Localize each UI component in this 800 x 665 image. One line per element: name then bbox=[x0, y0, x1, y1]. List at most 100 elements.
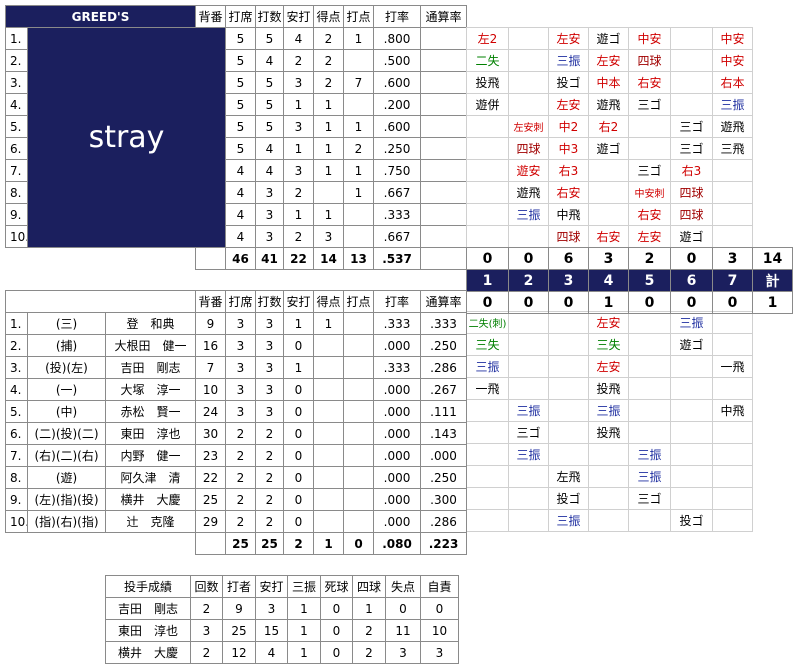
play-result: 遊飛 bbox=[588, 93, 629, 116]
stat-cell: 3 bbox=[255, 312, 284, 335]
row-number: 4. bbox=[5, 93, 28, 116]
play-empty bbox=[670, 487, 713, 510]
play-empty bbox=[466, 181, 509, 204]
runs-bottom: 1 bbox=[752, 291, 793, 314]
stat-cell bbox=[343, 93, 374, 116]
total-cell: 25 bbox=[225, 532, 256, 555]
position: (捕) bbox=[27, 334, 106, 357]
play-empty bbox=[466, 509, 509, 532]
stat-cell: 1 bbox=[313, 312, 344, 335]
column-header: 打点 bbox=[343, 290, 374, 313]
pitching-stat: 0 bbox=[320, 619, 353, 642]
play-empty bbox=[548, 443, 589, 466]
stat-cell: 2 bbox=[313, 71, 344, 94]
pitching-stat: 2 bbox=[190, 641, 223, 664]
play-empty bbox=[548, 333, 589, 356]
play-empty bbox=[588, 443, 629, 466]
play-result: 三振 bbox=[628, 465, 671, 488]
row-number: 10. bbox=[5, 510, 28, 533]
total-cell: 14 bbox=[313, 247, 344, 270]
play-result: 左安 bbox=[548, 93, 589, 116]
play-result: 遊ゴ bbox=[670, 333, 713, 356]
play-empty bbox=[588, 159, 629, 182]
stat-cell: 3 bbox=[225, 400, 256, 423]
pitching-stat: 4 bbox=[255, 641, 288, 664]
stat-cell: .000 bbox=[420, 444, 467, 467]
play-result: 四球 bbox=[548, 225, 589, 248]
stat-cell: .333 bbox=[373, 312, 421, 335]
play-result: 三ゴ bbox=[628, 159, 671, 182]
play-result: 遊ゴ bbox=[588, 137, 629, 160]
play-empty bbox=[588, 181, 629, 204]
stat-cell bbox=[420, 181, 467, 204]
stat-cell: 1 bbox=[283, 93, 314, 116]
stat-cell: 2 bbox=[225, 510, 256, 533]
stat-cell: 2 bbox=[283, 181, 314, 204]
position: (一) bbox=[27, 378, 106, 401]
inning-header: 計 bbox=[752, 269, 793, 292]
stat-cell: 2 bbox=[283, 49, 314, 72]
play-empty bbox=[508, 465, 549, 488]
play-result: 中飛 bbox=[548, 203, 589, 226]
total-cell: 1 bbox=[313, 532, 344, 555]
stat-cell bbox=[420, 137, 467, 160]
position: (二)(投)(二) bbox=[27, 422, 106, 445]
stat-cell bbox=[420, 71, 467, 94]
play-empty bbox=[712, 159, 753, 182]
play-empty bbox=[508, 93, 549, 116]
player-name: 大根田 健一 bbox=[105, 334, 196, 357]
inning-header: 2 bbox=[508, 269, 549, 292]
stat-cell bbox=[313, 444, 344, 467]
stat-cell bbox=[343, 378, 374, 401]
stat-cell: 2 bbox=[283, 225, 314, 248]
play-result: 三振 bbox=[628, 443, 671, 466]
stat-cell: 5 bbox=[225, 27, 256, 50]
play-empty bbox=[466, 465, 509, 488]
play-result: 左安刺 bbox=[508, 115, 549, 138]
play-result: 三飛 bbox=[712, 137, 753, 160]
stat-cell: 1 bbox=[283, 312, 314, 335]
runs-bottom: 0 bbox=[628, 291, 671, 314]
row-number: 10. bbox=[5, 225, 28, 248]
row-number: 8. bbox=[5, 466, 28, 489]
stat-cell: .000 bbox=[373, 334, 421, 357]
play-result: 二失 bbox=[466, 49, 509, 72]
column-header: 打点 bbox=[343, 5, 374, 28]
play-empty bbox=[628, 421, 671, 444]
play-result: 一飛 bbox=[712, 355, 753, 378]
stat-cell bbox=[420, 93, 467, 116]
play-empty bbox=[670, 465, 713, 488]
pitching-stat: 0 bbox=[320, 641, 353, 664]
play-result: 右安 bbox=[628, 71, 671, 94]
stat-cell bbox=[420, 203, 467, 226]
stat-cell: 3 bbox=[313, 225, 344, 248]
player-name: 辻 克隆 bbox=[105, 510, 196, 533]
play-empty bbox=[628, 399, 671, 422]
stat-cell: 0 bbox=[283, 488, 314, 511]
row-number: 3. bbox=[5, 356, 28, 379]
play-result: 左安 bbox=[628, 225, 671, 248]
play-empty bbox=[588, 487, 629, 510]
play-result: 中安刺 bbox=[628, 181, 671, 204]
runs-bottom: 0 bbox=[508, 291, 549, 314]
total-cell: .223 bbox=[420, 532, 467, 555]
stat-cell: .667 bbox=[373, 225, 421, 248]
play-empty bbox=[548, 421, 589, 444]
inning-header: 7 bbox=[712, 269, 753, 292]
play-empty bbox=[508, 27, 549, 50]
play-result: 三失 bbox=[588, 333, 629, 356]
play-empty bbox=[670, 49, 713, 72]
row-number: 5. bbox=[5, 400, 28, 423]
stat-cell bbox=[343, 510, 374, 533]
stat-cell: 1 bbox=[283, 137, 314, 160]
stat-cell bbox=[343, 203, 374, 226]
runs-bottom: 0 bbox=[548, 291, 589, 314]
stat-cell: 3 bbox=[255, 378, 284, 401]
play-empty bbox=[670, 377, 713, 400]
row-number: 3. bbox=[5, 71, 28, 94]
column-header: 通算率 bbox=[420, 290, 467, 313]
total-cell bbox=[195, 532, 226, 555]
play-empty bbox=[548, 311, 589, 334]
stat-cell: 3 bbox=[283, 115, 314, 138]
